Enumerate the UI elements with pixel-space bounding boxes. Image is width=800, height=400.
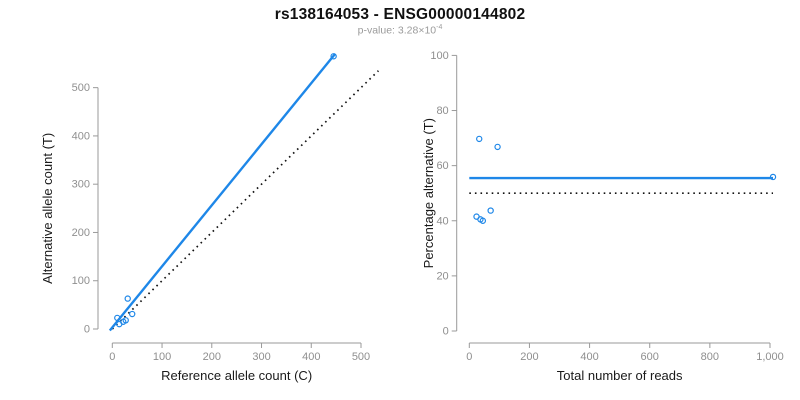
y-axis-title: Alternative allele count (T): [40, 133, 55, 284]
y-tick-label: 20: [436, 270, 448, 282]
x-tick-label: 500: [352, 351, 370, 363]
p-value-mantissa: 3.28×10: [397, 24, 437, 37]
data-point: [330, 53, 337, 60]
p-value-exponent: -4: [436, 24, 443, 31]
left-scatter-plot: 0 100 200 300 400 500 0 100 200 300 400 500 Referenc…: [40, 53, 380, 383]
data-point: [122, 317, 129, 324]
data-point: [494, 143, 501, 151]
x-tick-label: 0: [109, 351, 115, 363]
y-tick-label: 60: [436, 160, 448, 172]
x-tick-label: 400: [580, 351, 598, 363]
identity-line: [111, 70, 380, 330]
data-point: [476, 135, 483, 143]
x-tick-label: 300: [252, 351, 270, 363]
figure-title: rs138164053 - ENSG00000144802: [274, 6, 526, 23]
y-tick-label: 80: [436, 105, 448, 117]
x-tick-label: 1,000: [756, 351, 784, 363]
data-point: [479, 217, 487, 224]
y-tick-label: 100: [72, 275, 90, 287]
p-value-subtitle: p-value: 3.28×10-4: [0, 24, 800, 37]
y-tick-label: 500: [72, 82, 90, 94]
y-axis-title: Percentage alternative (T): [421, 118, 436, 268]
y-tick-label: 400: [72, 130, 90, 142]
x-tick-label: 200: [203, 351, 221, 363]
y-tick-label: 300: [72, 179, 90, 191]
x-tick-label: 600: [641, 351, 659, 363]
x-axis-title: Reference allele count (C): [161, 368, 312, 383]
data-point: [114, 314, 121, 322]
y-tick-label: 40: [436, 215, 448, 227]
y-tick-label: 100: [430, 50, 448, 62]
x-tick-label: 0: [466, 351, 472, 363]
p-value-label: p-value:: [357, 24, 395, 37]
data-point: [124, 295, 131, 302]
x-tick-label: 200: [520, 351, 538, 363]
y-tick-label: 0: [443, 326, 449, 338]
y-tick-label: 200: [72, 227, 90, 239]
x-tick-label: 400: [302, 351, 320, 363]
data-point: [487, 207, 494, 214]
data-point: [128, 310, 136, 318]
x-tick-label: 100: [153, 351, 171, 363]
x-tick-label: 800: [701, 351, 719, 363]
y-tick-label: 0: [84, 324, 90, 336]
x-axis-title: Total number of reads: [557, 368, 683, 383]
data-point: [769, 173, 777, 181]
right-scatter-plot: 0 20 40 60 80 100 0 200 400 600 800 1,000 Total numb…: [421, 50, 784, 383]
regression-line: [108, 53, 337, 332]
